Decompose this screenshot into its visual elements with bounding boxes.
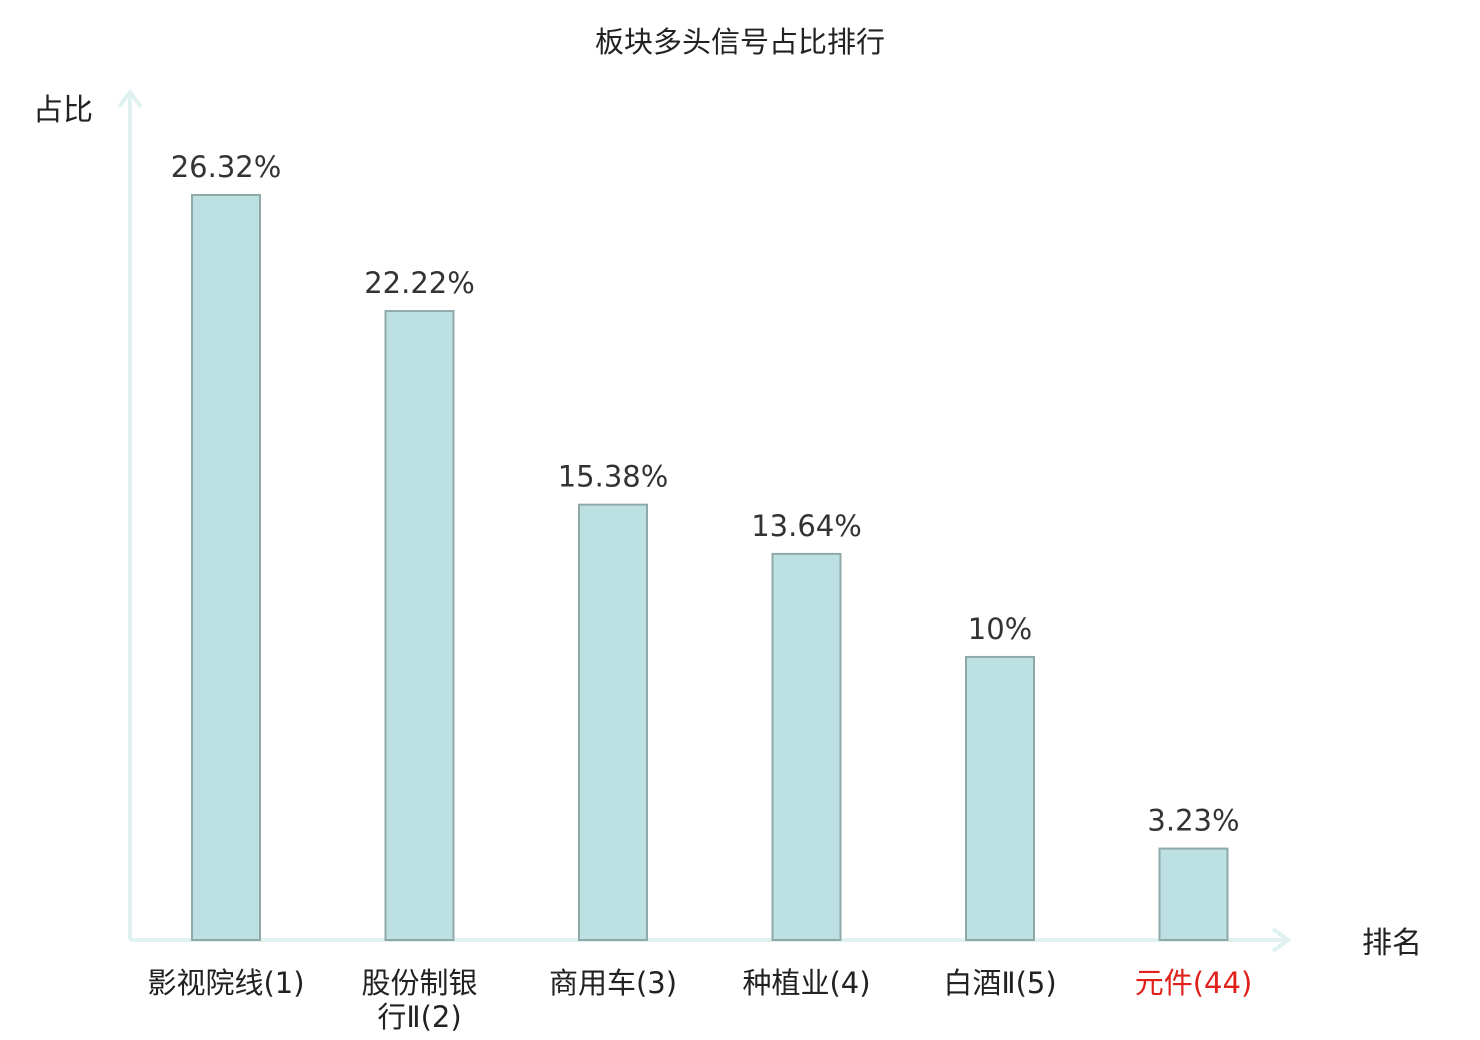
x-tick-label-line: 商用车(3) [549,966,677,1000]
bar [384,310,455,941]
bar [1158,847,1229,941]
x-tick-label: 种植业(4) [742,966,870,1000]
bar-value-label: 22.22% [364,266,475,300]
bar-value-label: 15.38% [558,460,669,494]
x-axis-label: 排名 [1362,926,1422,961]
chart-title: 板块多头信号占比排行 [595,25,885,59]
bar-value-label: 10% [968,612,1032,646]
x-tick-label-line: 影视院线(1) [147,966,304,1000]
x-tick-label-line: 种植业(4) [742,966,870,1000]
value-labels-group: 26.32% 22.22% 15.38% 13.64% 10% 3.23% [171,150,1240,838]
bar [578,503,648,941]
bar [191,194,261,941]
bar-value-label: 3.23% [1147,804,1239,838]
x-axis-arrow-icon [1271,927,1292,953]
bar [965,655,1035,942]
x-tick-labels-group: 影视院线(1) 股份制银行Ⅱ(2) 商用车(3) 种植业(4) 白酒Ⅱ(5) 元件(44) [147,966,1252,1034]
x-tick-label-line: 白酒Ⅱ(5) [943,966,1056,1000]
x-tick-label-line: 行Ⅱ(2) [377,1000,461,1034]
x-tick-label: 影视院线(1) [147,966,304,1000]
bars-group [191,194,1229,942]
x-tick-label-line: 元件(44) [1135,966,1253,1000]
x-tick-label: 元件(44) [1135,966,1253,1000]
axes [117,88,1292,953]
bar-value-label: 13.64% [751,509,862,543]
bar-value-label: 26.32% [171,150,282,184]
x-tick-label: 商用车(3) [549,966,677,1000]
x-tick-label: 股份制银行Ⅱ(2) [361,966,477,1034]
y-axis-arrow-icon [117,88,143,109]
x-tick-label-line: 股份制银 [361,966,477,1000]
x-tick-label: 白酒Ⅱ(5) [943,966,1056,1000]
y-axis-label: 占比 [33,93,93,128]
bar [771,552,842,942]
